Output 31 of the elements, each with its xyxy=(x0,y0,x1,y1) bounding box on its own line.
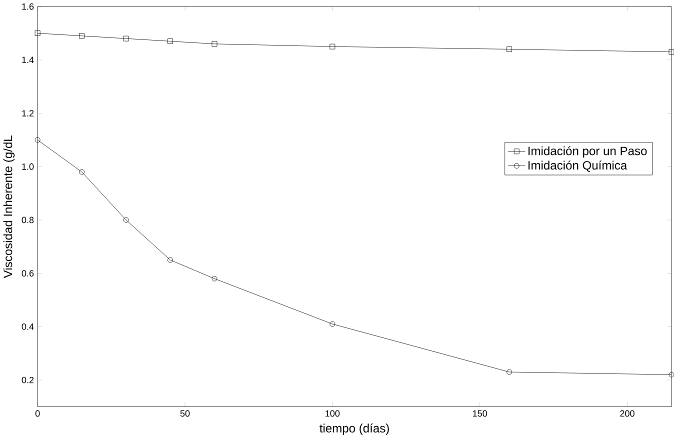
point xyxy=(506,369,512,375)
point xyxy=(79,169,85,175)
point xyxy=(168,38,173,44)
point xyxy=(212,276,218,282)
y-tick-label: 0.6 xyxy=(22,270,34,276)
legend-label: Imidación Química xyxy=(528,160,628,172)
legend-label: Imidación por un Paso xyxy=(528,146,647,158)
point xyxy=(168,257,173,263)
x-tick-label: 100 xyxy=(326,410,340,417)
x-tick-label: 200 xyxy=(620,410,634,417)
x-tick-label: 150 xyxy=(473,410,488,417)
y-tick-label: 0.2 xyxy=(22,376,34,384)
point xyxy=(330,321,336,327)
point xyxy=(330,44,336,50)
y-tick-label: 0.8 xyxy=(22,216,34,224)
point xyxy=(506,46,512,52)
point xyxy=(79,33,85,38)
x-axis-title: tiempo (días) xyxy=(320,423,389,435)
y-tick-label: 1.6 xyxy=(22,3,34,10)
point xyxy=(34,137,40,143)
y-axis-title: Viscosidad Inherente (g/dL xyxy=(3,135,15,278)
x-tick-label: 0 xyxy=(35,410,40,417)
point xyxy=(212,41,218,46)
y-tick-label: 0.4 xyxy=(22,323,34,330)
point xyxy=(123,217,129,223)
point xyxy=(34,30,40,36)
y-tick-label: 1.4 xyxy=(22,56,34,63)
point xyxy=(123,36,129,42)
y-tick-label: 1.2 xyxy=(22,110,34,116)
x-tick-label: 50 xyxy=(180,410,190,417)
y-tick-label: 1.0 xyxy=(22,163,34,170)
